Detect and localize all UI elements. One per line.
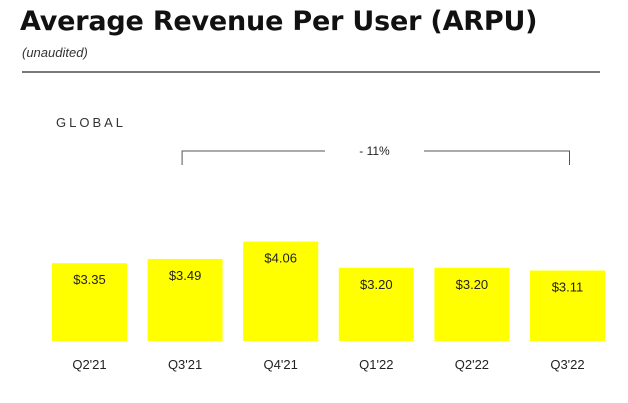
header-divider	[22, 71, 600, 73]
x-tick-label-q421: Q4'21	[264, 357, 298, 372]
change-bracket-left	[181, 150, 325, 165]
x-tick-label-q221: Q2'21	[72, 357, 106, 372]
bar-q222	[434, 267, 510, 341]
x-tick-label-q122: Q1'22	[359, 357, 393, 372]
page-subtitle: (unaudited)	[22, 45, 88, 60]
bar-q221	[52, 263, 127, 341]
change-percent-label: - 11%	[359, 144, 390, 158]
x-tick-label-q321: Q3'21	[168, 357, 202, 372]
x-tick-label-q222: Q2'22	[455, 357, 489, 372]
data-label-q421: $4.06	[264, 251, 297, 266]
data-label-q322: $3.11	[552, 280, 584, 295]
bar-q122	[338, 267, 414, 341]
data-label-q122: $3.20	[360, 277, 393, 292]
data-label-q222: $3.20	[456, 277, 489, 292]
bar-q322	[530, 270, 605, 341]
section-label: GLOBAL	[56, 115, 127, 130]
page-title: Average Revenue Per User (ARPU)	[20, 6, 538, 37]
bar-q421	[243, 241, 319, 341]
data-label-q221: $3.35	[73, 272, 106, 287]
x-tick-label-q322: Q3'22	[550, 357, 584, 372]
data-label-q321: $3.49	[169, 268, 202, 283]
bar-q321	[147, 258, 223, 341]
change-bracket-right	[424, 150, 570, 165]
